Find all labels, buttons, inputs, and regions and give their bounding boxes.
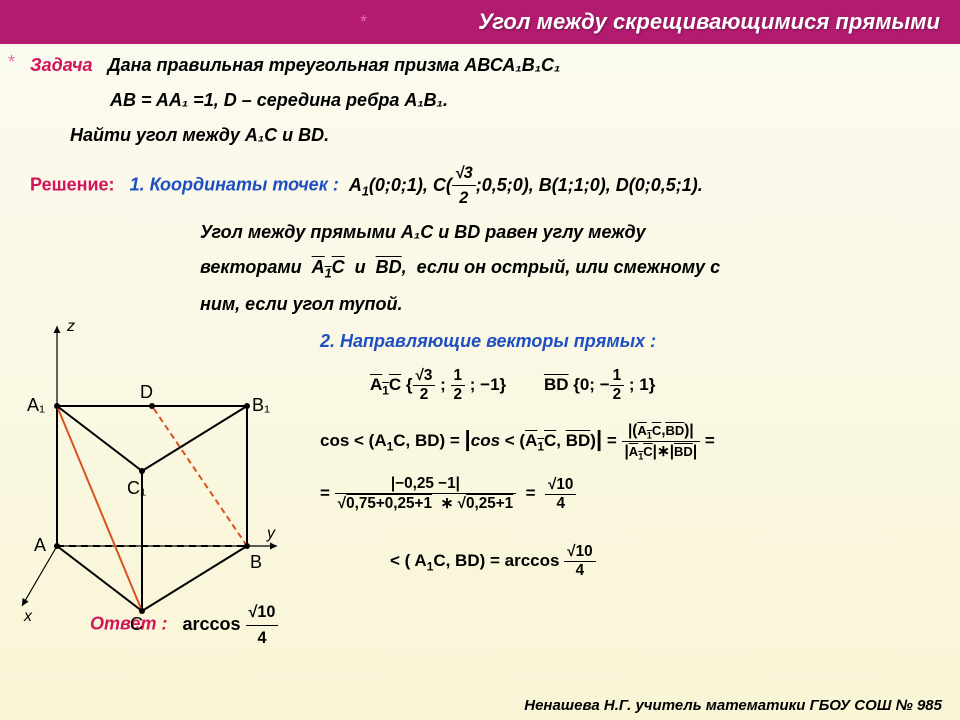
svg-text:B: B bbox=[250, 552, 262, 572]
svg-text:A: A bbox=[34, 535, 46, 555]
task-label: Задача bbox=[30, 55, 93, 75]
svg-text:x: x bbox=[23, 608, 33, 625]
task-line2: AB = AA₁ =1, D – середина ребра А₁В₁. bbox=[20, 87, 940, 114]
step1-coords: A1(0;0;1), C(√32;0,5;0), B(1;1;0), D(0;0… bbox=[349, 175, 703, 195]
footer-credit: Ненашева Н.Г. учитель математики ГБОУ СО… bbox=[524, 697, 942, 714]
solution-line1: Решение: 1. Координаты точек : A1(0;0;1)… bbox=[20, 161, 940, 211]
prism-svg: z y x bbox=[12, 316, 292, 636]
content: * Задача Дана правильная треугольная при… bbox=[0, 44, 960, 650]
svg-text:D: D bbox=[140, 382, 153, 402]
task-line3: Найти угол между А₁С и ВD. bbox=[20, 122, 940, 149]
vectors-row: A1C {√32 ; 12 ; −1} BD {0; −12 ; 1} bbox=[370, 367, 940, 404]
header-title: Угол между скрещивающимися прямыми bbox=[478, 9, 940, 35]
cos-line1: cos < (A1C, BD) = |cos < (A1C, BD)| = |(… bbox=[320, 422, 940, 461]
mid-line1: Угол между прямыми А₁С и BD равен углу м… bbox=[20, 219, 940, 246]
mid-line2: векторами A1C и BD, если он острый, или … bbox=[20, 254, 940, 283]
prism-diagram: z y x bbox=[12, 316, 292, 636]
right-column: 2. Направляющие векторы прямых : A1C {√3… bbox=[320, 328, 940, 580]
task-line1: Задача Дана правильная треугольная призм… bbox=[20, 52, 940, 79]
task-text1: Дана правильная треугольная призма АВСА₁… bbox=[108, 55, 561, 75]
svg-text:z: z bbox=[66, 318, 75, 335]
svg-text:B₁: B₁ bbox=[252, 395, 270, 415]
svg-text:C₁: C₁ bbox=[127, 478, 146, 498]
svg-text:A₁: A₁ bbox=[27, 395, 45, 415]
svg-text:C: C bbox=[130, 614, 143, 634]
angle-line: < ( A1C, BD) = arccos √104 bbox=[390, 543, 940, 580]
cos-line2: = |−0,25 −1|√0,75+0,25+1 ∗ √0,25+1 = √10… bbox=[320, 475, 940, 513]
task-asterisk: * bbox=[8, 52, 15, 73]
header-bar: Угол между скрещивающимися прямыми bbox=[0, 0, 960, 44]
svg-text:y: y bbox=[266, 525, 276, 542]
mid-line3: ним, если угол тупой. bbox=[20, 291, 940, 318]
step1-label: 1. Координаты точек : bbox=[130, 175, 339, 195]
header-asterisk: * bbox=[360, 12, 367, 33]
step2-label: 2. Направляющие векторы прямых : bbox=[320, 328, 940, 355]
solution-label: Решение: bbox=[30, 175, 115, 195]
